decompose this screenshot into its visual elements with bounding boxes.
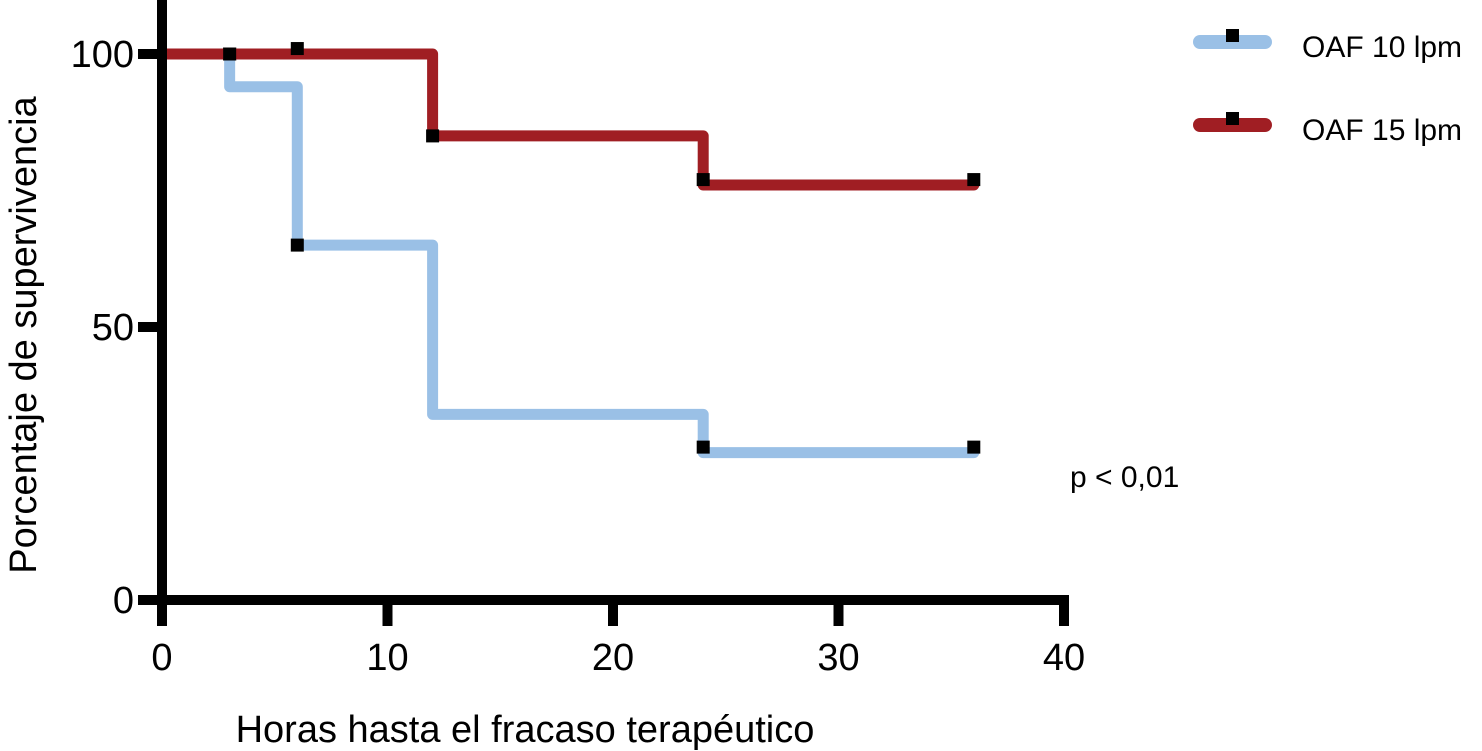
legend-label-2: OAF 15 lpm [1302, 114, 1462, 147]
x-axis-title: Horas hasta el fracaso terapéutico [236, 709, 815, 751]
series-1-marker [967, 440, 981, 454]
axes-layer: 0 10 20 30 40 0 50 100 [71, 0, 1085, 679]
series-1-marker [696, 440, 710, 454]
p-value-annotation: p < 0,01 [1070, 461, 1179, 494]
series-1-marker [290, 238, 304, 252]
series-line-1 [156, 48, 980, 459]
legend: OAF 10 lpm OAF 15 lpm [1193, 29, 1462, 147]
series-2-marker [967, 173, 981, 187]
series-2-marker [696, 173, 710, 187]
legend-marker-2 [1226, 112, 1239, 125]
x-tick-label: 30 [817, 637, 859, 679]
series-2-marker [223, 47, 237, 61]
x-tick-label: 10 [366, 637, 408, 679]
series-line-2 [156, 48, 980, 191]
y-tick-label: 0 [113, 580, 134, 622]
series-2-marker [426, 129, 440, 143]
y-tick-label: 50 [92, 307, 134, 349]
series-layer [156, 42, 981, 459]
x-tick-label: 20 [592, 637, 634, 679]
series-2-marker [290, 42, 304, 56]
y-tick-label: 100 [71, 34, 134, 76]
x-tick-label: 0 [151, 637, 172, 679]
y-axis-title: Porcentaje de supervivencia [3, 95, 45, 573]
x-tick-label: 40 [1043, 637, 1085, 679]
legend-label-1: OAF 10 lpm [1302, 31, 1462, 64]
legend-marker-1 [1226, 29, 1239, 42]
